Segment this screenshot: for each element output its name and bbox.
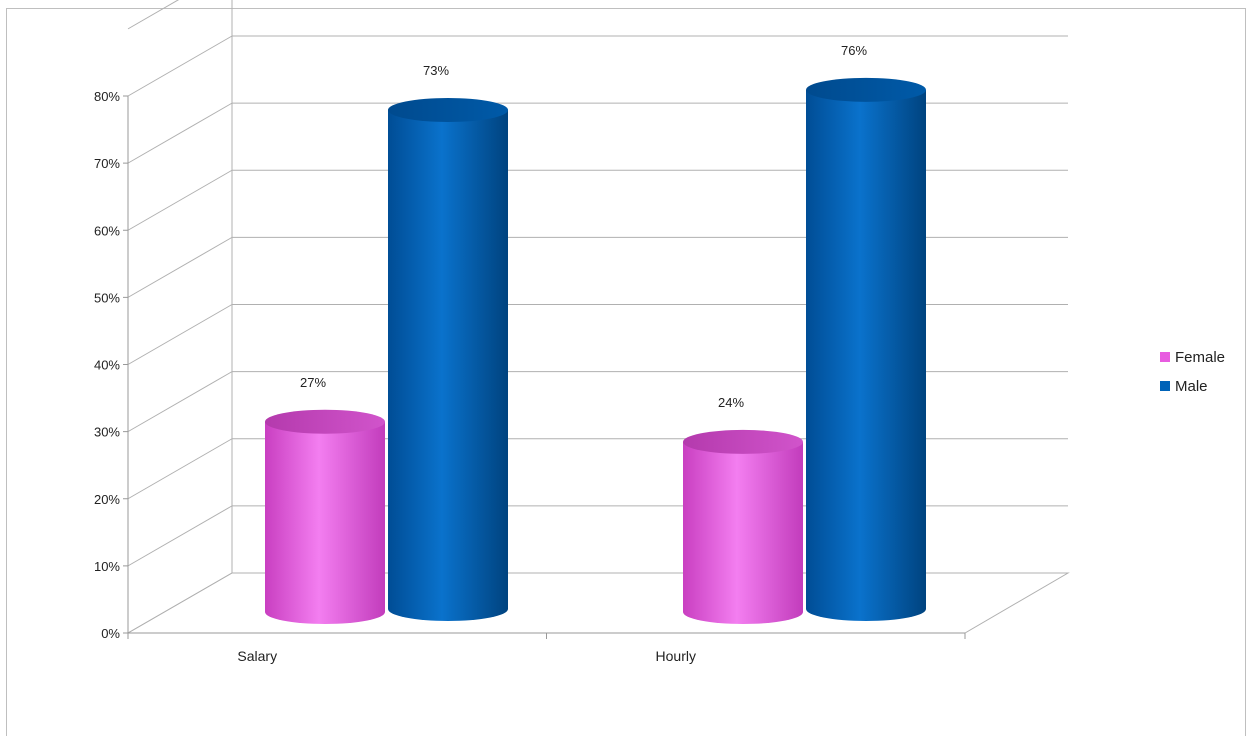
y-tick-label: 20% xyxy=(94,492,120,507)
y-tick-label: 70% xyxy=(94,156,120,171)
legend: Female Male xyxy=(1160,349,1225,395)
legend-swatch xyxy=(1160,352,1170,362)
gridline xyxy=(127,0,180,30)
gridline xyxy=(127,371,1068,433)
legend-label: Male xyxy=(1175,378,1208,395)
bar-female-salary xyxy=(265,409,385,624)
data-labels: 27% 73% 24% 76% xyxy=(300,43,867,410)
y-tick-label: 80% xyxy=(94,89,120,104)
legend-item-female: Female xyxy=(1160,349,1225,366)
gridline xyxy=(127,169,1068,231)
gridline xyxy=(127,102,1068,164)
gridline xyxy=(127,236,1068,298)
y-tick-label: 40% xyxy=(94,358,120,373)
x-tick-label: Salary xyxy=(237,648,277,664)
x-tick-label: Hourly xyxy=(656,648,696,664)
legend-label: Female xyxy=(1175,349,1225,366)
y-tick-label: 0% xyxy=(101,626,120,641)
chart-frame xyxy=(6,8,1246,736)
data-label: 27% xyxy=(300,375,326,390)
y-tick-label: 60% xyxy=(94,223,120,238)
gridline xyxy=(127,304,1068,365)
bar-male-salary xyxy=(388,97,508,622)
legend-item-male: Male xyxy=(1160,378,1208,395)
bar-female-hourly xyxy=(683,429,803,624)
data-label: 24% xyxy=(718,395,744,410)
legend-swatch xyxy=(1160,381,1170,391)
y-tick-label: 10% xyxy=(94,559,120,574)
gridline xyxy=(127,35,1068,97)
y-tick-label: 30% xyxy=(94,425,120,440)
y-tick-label: 50% xyxy=(94,290,120,305)
data-label: 76% xyxy=(841,43,867,58)
axes: 0% 10% 20% 30% 40% 50% 60% 70% 80% Salary Hourly xyxy=(94,89,966,664)
data-label: 73% xyxy=(423,63,449,78)
bar-male-hourly xyxy=(806,77,926,622)
bars xyxy=(265,77,926,624)
